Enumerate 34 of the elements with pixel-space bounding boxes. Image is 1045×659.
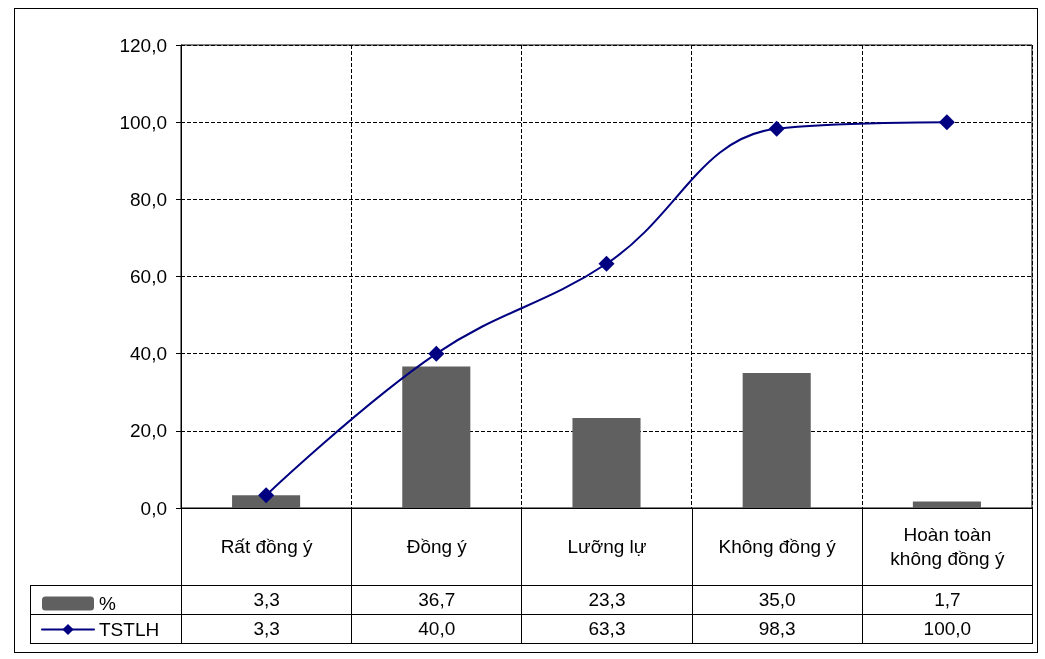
x-tick-label: Đồng ý bbox=[406, 535, 467, 559]
data-label: 3,3 bbox=[253, 588, 280, 612]
x-tick-label: Rất đồng ý bbox=[220, 535, 313, 559]
data-label: 98,3 bbox=[758, 617, 796, 641]
x-tick-label: Lưỡng lự bbox=[567, 535, 647, 559]
bar bbox=[232, 495, 301, 508]
x-tick-label: Hoàn toàn không đồng ý bbox=[889, 523, 1006, 571]
data-label: 1,7 bbox=[934, 588, 961, 612]
y-tick-label: 80,0 bbox=[130, 188, 167, 210]
legend-label: TSTLH bbox=[99, 619, 160, 640]
y-tick-label: 120,0 bbox=[119, 34, 167, 56]
data-label: 63,3 bbox=[588, 617, 626, 641]
bar bbox=[402, 366, 471, 508]
y-tick-label: 100,0 bbox=[119, 111, 167, 133]
point bbox=[428, 345, 445, 362]
point bbox=[768, 120, 785, 137]
y-tick-label: 0,0 bbox=[140, 497, 167, 519]
y-tick-label: 60,0 bbox=[130, 266, 167, 287]
point bbox=[598, 255, 615, 272]
data-label: 23,3 bbox=[588, 588, 626, 612]
data-label: 3,3 bbox=[253, 617, 280, 641]
point bbox=[258, 487, 275, 504]
legend-label: % bbox=[99, 593, 116, 614]
data-label: 35,0 bbox=[758, 588, 796, 612]
x-tick-label: Không đồng ý bbox=[718, 535, 836, 559]
point bbox=[938, 114, 955, 131]
bar bbox=[912, 501, 981, 508]
data-label: 36,7 bbox=[418, 588, 456, 612]
bar bbox=[742, 372, 811, 508]
y-tick-label: 20,0 bbox=[130, 420, 167, 442]
bar bbox=[572, 418, 641, 508]
data-label: 40,0 bbox=[418, 617, 456, 641]
data-label: 100,0 bbox=[923, 617, 972, 641]
y-tick-label: 40,0 bbox=[130, 343, 167, 365]
